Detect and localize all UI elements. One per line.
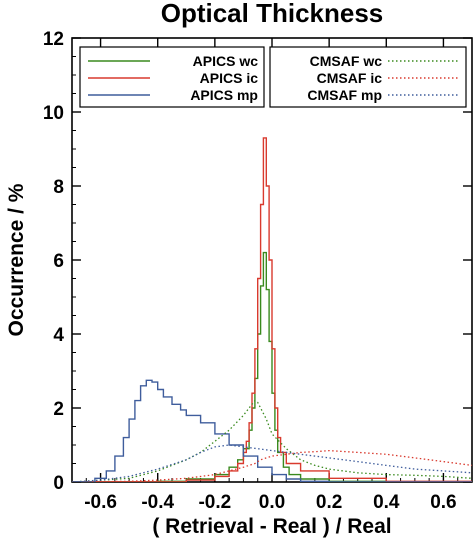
x-tick-label: 0.4: [373, 492, 400, 513]
chart-title: Optical Thickness: [161, 0, 384, 28]
y-tick-label: 8: [53, 177, 64, 198]
y-tick-label: 2: [53, 399, 64, 420]
legend-box-1: [79, 46, 265, 108]
series-line-apics-wc: [72, 251, 472, 482]
legend-label: APICS mp: [190, 87, 258, 103]
series-line-apics-ic: [72, 137, 472, 482]
x-tick-label: 0.0: [259, 492, 285, 513]
x-tick-label: -0.6: [84, 492, 117, 513]
y-axis-label: Occurrence / %: [5, 183, 28, 336]
y-tick-label: 6: [53, 251, 64, 272]
y-tick-label: 4: [53, 325, 64, 346]
series-line-cmsaf-mp: [72, 444, 472, 482]
legend-label: APICS ic: [200, 70, 259, 86]
legend-box-2: [269, 46, 467, 108]
y-tick-label: 0: [53, 473, 64, 494]
series-layer: [72, 137, 472, 482]
axis-ticks: -0.6 -0.4 -0.2 0.0 0.2 0.4 0.6 0 2 4 6 8 10 12: [43, 29, 473, 513]
x-tick-label: -0.4: [141, 492, 174, 513]
x-tick-label: -0.2: [198, 492, 231, 513]
legend-label: APICS wc: [193, 53, 259, 69]
series-line-apics-mp: [72, 379, 472, 482]
x-tick-label: 0.6: [430, 492, 456, 513]
legend-label: CMSAF mp: [307, 87, 382, 103]
series-line-cmsaf-ic: [72, 449, 472, 482]
series-line-cmsaf-wc: [72, 399, 472, 482]
y-tick-label: 12: [43, 29, 64, 50]
x-axis-label: ( Retrieval - Real ) / Real: [152, 515, 391, 538]
x-tick-label: 0.2: [316, 492, 342, 513]
y-tick-label: 10: [43, 103, 64, 124]
legend-label: CMSAF wc: [310, 53, 383, 69]
legend-label: CMSAF ic: [317, 70, 383, 86]
